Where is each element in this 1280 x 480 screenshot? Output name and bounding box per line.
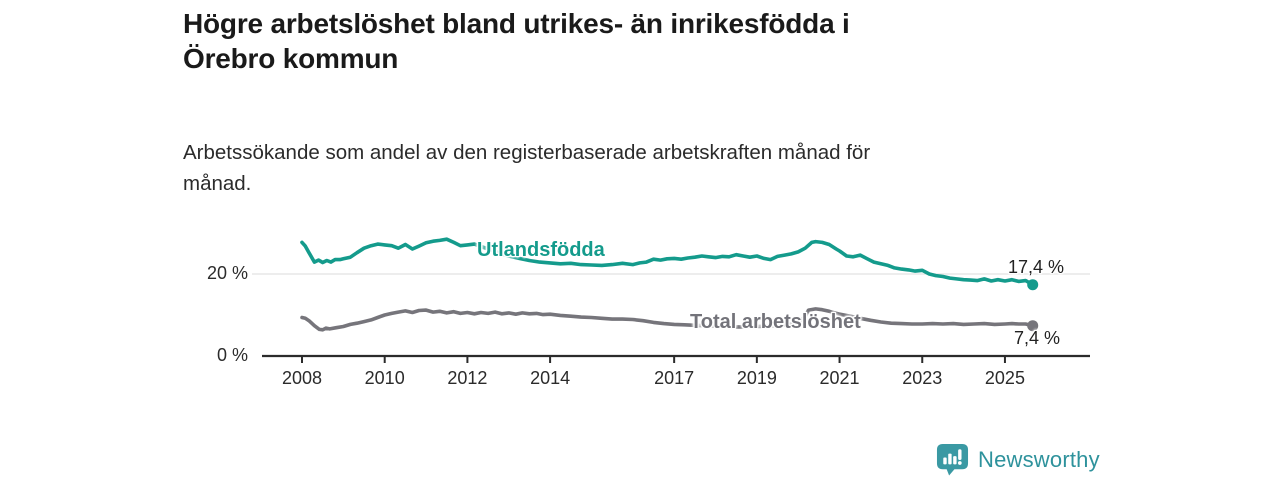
series-end-dot-0 <box>1027 279 1039 291</box>
chart-subtitle-line-2: månad. <box>183 172 252 195</box>
chart-title-line-1: Högre arbetslöshet bland utrikes- än inr… <box>183 8 850 39</box>
chart-title-line-2: Örebro kommun <box>183 43 399 74</box>
series-line-0 <box>300 237 1035 287</box>
series-end-dot-1 <box>1027 320 1039 332</box>
chart-subtitle-line-1: Arbetssökande som andel av den registerb… <box>183 141 871 164</box>
exclamation-dot <box>957 461 962 465</box>
brand-name: Newsworthy <box>978 446 1100 472</box>
chart-subtitle: Arbetssökande som andel av den registerb… <box>183 137 1063 199</box>
series-line-1 <box>300 307 1035 332</box>
end-value-label-total-arbetsloshet: 7,4 % <box>1014 328 1061 348</box>
series-label-utlandsfodda: Utlandsfödda <box>477 239 605 261</box>
bar-1 <box>943 457 947 465</box>
series-label-total-arbetsloshet: Total arbetslöshet <box>690 311 861 333</box>
chart-title: Högre arbetslöshet bland utrikes- än inr… <box>183 6 1083 76</box>
bar-2 <box>948 453 952 465</box>
speech-bubble-shape <box>936 443 969 476</box>
exclamation-bar <box>958 449 962 460</box>
bar-3 <box>953 456 957 465</box>
newsworthy-logo[interactable]: Newsworthy <box>936 443 1100 476</box>
bar-chart-speech-bubble-icon <box>936 443 969 476</box>
end-value-label-utlandsfodda: 17,4 % <box>1008 257 1065 277</box>
